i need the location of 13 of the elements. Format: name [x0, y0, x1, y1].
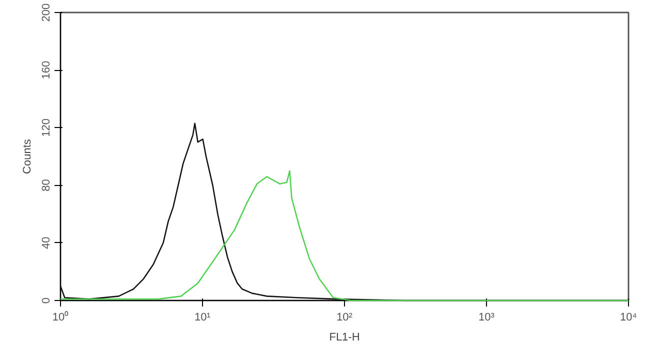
x-tick-label: 10³: [478, 312, 495, 324]
y-tick-label: 0: [40, 297, 52, 304]
x-tick-label: 10¹: [194, 312, 211, 324]
x-tick-label: 10⁴: [620, 312, 638, 324]
y-tick-label: 80: [40, 179, 52, 192]
x-tick-label: 10⁰: [52, 310, 69, 324]
y-tick-label: 120: [40, 118, 52, 137]
y-tick-label: 200: [40, 3, 52, 22]
x-axis-title: FL1-H: [329, 332, 360, 344]
x-tick-label: 10²: [336, 312, 353, 324]
y-axis-title: Counts: [22, 138, 34, 174]
y-tick-label: 40: [40, 236, 52, 250]
y-tick-label: 160: [40, 60, 52, 80]
